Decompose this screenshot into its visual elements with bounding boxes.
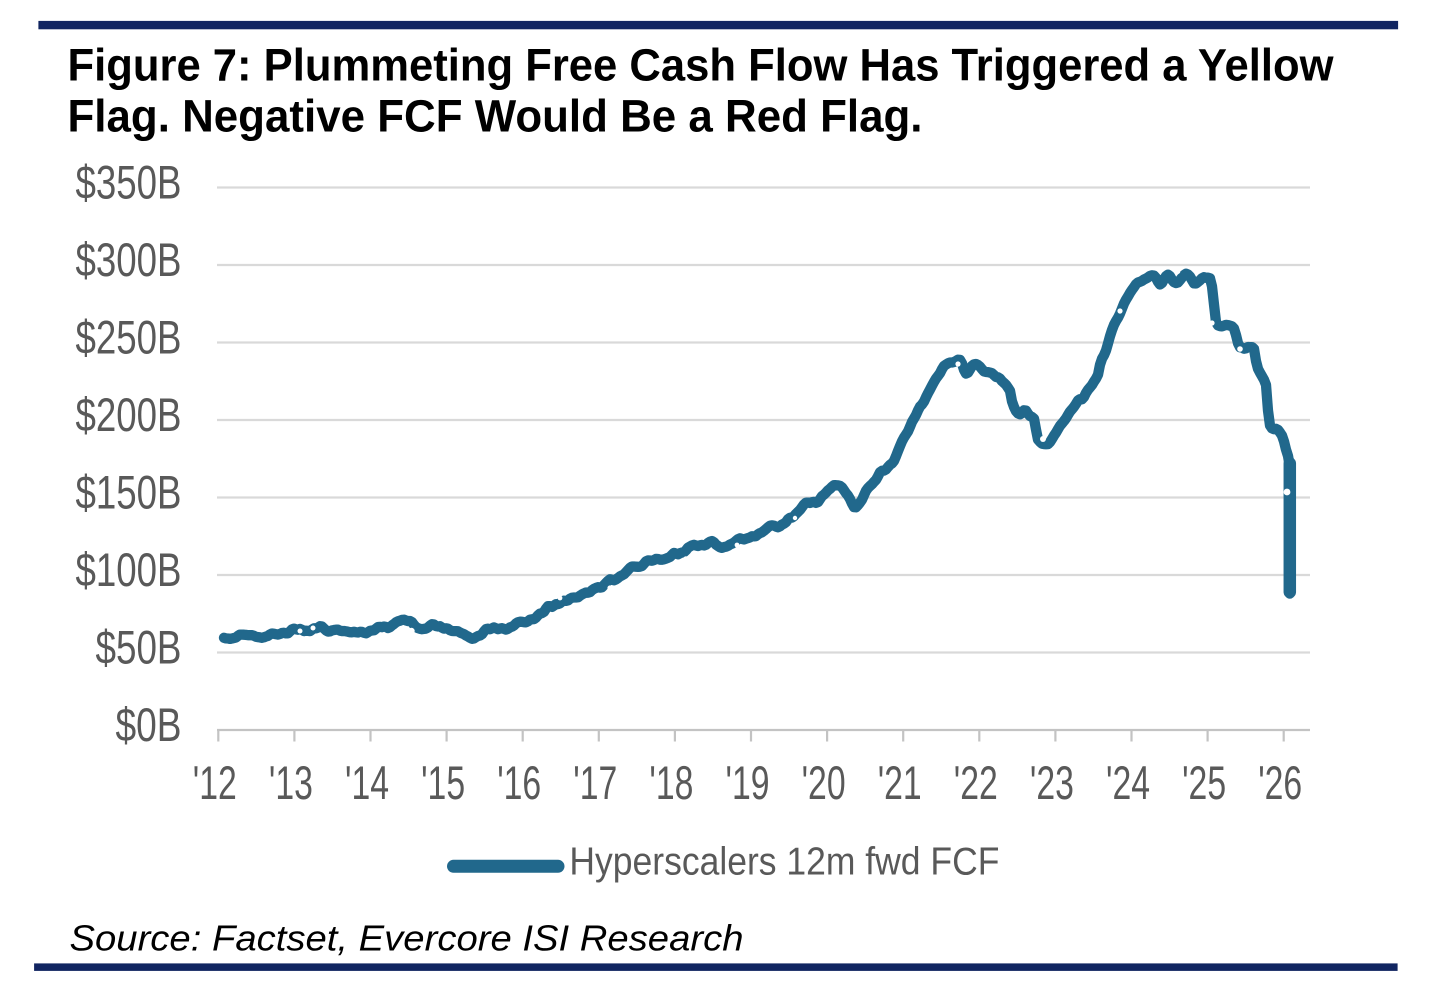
svg-text:'25: '25 bbox=[1182, 756, 1226, 809]
svg-text:'20: '20 bbox=[802, 756, 846, 809]
svg-text:$350B: $350B bbox=[76, 156, 182, 209]
svg-text:'14: '14 bbox=[345, 756, 389, 809]
svg-text:'12: '12 bbox=[193, 756, 237, 809]
svg-text:Hyperscalers 12m fwd FCF: Hyperscalers 12m fwd FCF bbox=[569, 840, 999, 883]
svg-text:'16: '16 bbox=[497, 756, 541, 809]
svg-text:'24: '24 bbox=[1106, 756, 1150, 809]
svg-text:Figure 7: Plummeting Free Cash: Figure 7: Plummeting Free Cash Flow Has … bbox=[68, 40, 1335, 91]
svg-text:'26: '26 bbox=[1258, 756, 1302, 809]
svg-text:'13: '13 bbox=[269, 756, 313, 809]
svg-text:$50B: $50B bbox=[96, 621, 182, 674]
svg-text:$150B: $150B bbox=[76, 466, 182, 519]
svg-text:$0B: $0B bbox=[116, 698, 182, 751]
svg-text:'22: '22 bbox=[954, 756, 998, 809]
svg-text:$100B: $100B bbox=[76, 543, 182, 596]
svg-text:'23: '23 bbox=[1030, 756, 1074, 809]
svg-text:Source: Factset, Evercore ISI: Source: Factset, Evercore ISI Research bbox=[70, 918, 744, 959]
svg-text:Flag. Negative FCF Would Be a: Flag. Negative FCF Would Be a Red Flag. bbox=[68, 91, 923, 142]
svg-text:$200B: $200B bbox=[76, 388, 182, 441]
svg-text:'19: '19 bbox=[726, 756, 770, 809]
svg-text:'17: '17 bbox=[573, 756, 617, 809]
svg-text:'21: '21 bbox=[878, 756, 922, 809]
svg-text:$250B: $250B bbox=[76, 311, 182, 364]
svg-text:'15: '15 bbox=[421, 756, 465, 809]
svg-text:$300B: $300B bbox=[76, 233, 182, 286]
svg-text:'18: '18 bbox=[649, 756, 693, 809]
